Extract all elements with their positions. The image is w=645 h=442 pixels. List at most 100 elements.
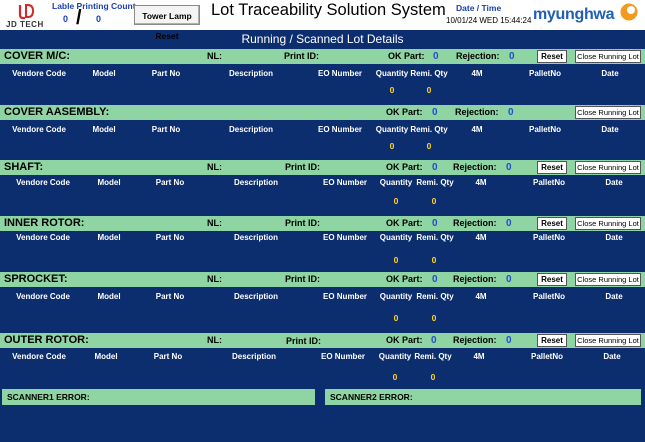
col-model: Model [97, 292, 121, 301]
col-4m: 4M [475, 233, 487, 242]
quantity-value: 0 [393, 313, 399, 323]
section-bar-inner-rotor: INNER ROTOR: NL: Print ID: OK Part: 0 Re… [0, 216, 645, 231]
close-running-lot-button[interactable]: Close Running Lot [575, 161, 641, 174]
ok-part-value: 0 [431, 335, 437, 346]
quantity-value: 0 [392, 372, 398, 382]
close-running-lot-button[interactable]: Close Running Lot [575, 106, 641, 119]
close-running-lot-button[interactable]: Close Running Lot [575, 273, 641, 286]
ok-part-value: 0 [432, 274, 438, 285]
col-description: Description [233, 178, 279, 187]
scanner2-error-label: SCANNER2 ERROR: [330, 392, 413, 402]
col-eo-number: EO Number [322, 233, 368, 242]
col-quantity: Quantity [379, 233, 413, 242]
myunghwa-logo-icon [620, 3, 638, 21]
col-eo-number: EO Number [322, 292, 368, 301]
col-eo-number: EO Number [322, 178, 368, 187]
col-remi-qty: Remi. Qty [416, 178, 454, 187]
scanner1-error-bar: SCANNER1 ERROR: [2, 389, 315, 405]
col-part-no: Part No [153, 352, 183, 361]
col-quantity: Quantity [379, 178, 413, 187]
col-4m: 4M [471, 69, 483, 78]
reset-button[interactable]: Reset [537, 334, 567, 347]
header-bar: JD TECH Lable Printing Count 0 / 0 Tower… [0, 0, 645, 41]
print-id-label: Print ID: [285, 274, 320, 284]
reset-button[interactable]: Reset [537, 217, 567, 230]
jd-tech-logo: JD TECH [4, 2, 44, 29]
col-4m: 4M [475, 292, 487, 301]
col-vendore-code: Vendore Code [16, 233, 70, 242]
reset-button[interactable]: Reset [537, 273, 567, 286]
col-vendore-code: Vendore Code [12, 125, 66, 134]
col-remi-qty: Remi. Qty [416, 233, 454, 242]
col-vendore-code: Vendore Code [12, 352, 66, 361]
remi-qty-value: 0 [430, 372, 436, 382]
section-title: INNER ROTOR: [4, 217, 85, 229]
section-title: COVER M/C: [4, 50, 70, 62]
col-pallet-no: PalletNo [530, 352, 564, 361]
col-remi-qty: Remi. Qty [410, 125, 448, 134]
col-remi-qty: Remi. Qty [410, 69, 448, 78]
col-quantity: Quantity [375, 69, 409, 78]
print-id-label: Print ID: [285, 162, 320, 172]
quantity-value: 0 [389, 85, 395, 95]
nl-label: NL: [207, 218, 222, 228]
col-date: Date [605, 233, 623, 242]
remi-qty-value: 0 [431, 255, 437, 265]
col-date: Date [605, 292, 623, 301]
ok-part-label: OK Part: [386, 335, 423, 345]
print-id-label: Print ID: [285, 218, 320, 228]
ok-part-label: OK Part: [386, 107, 423, 117]
rejection-label: Rejection: [453, 335, 497, 345]
col-part-no: Part No [151, 69, 181, 78]
close-running-lot-button[interactable]: Close Running Lot [575, 50, 641, 63]
col-part-no: Part No [151, 125, 181, 134]
section-title: SHAFT: [4, 161, 44, 173]
reset-button[interactable]: Reset [537, 161, 567, 174]
close-running-lot-button[interactable]: Close Running Lot [575, 334, 641, 347]
rejection-value: 0 [508, 107, 514, 118]
quantity-value: 0 [389, 141, 395, 151]
col-date: Date [601, 69, 619, 78]
rejection-label: Rejection: [455, 107, 499, 117]
ok-part-label: OK Part: [386, 162, 423, 172]
section-subtitle: Running / Scanned Lot Details [241, 32, 404, 46]
col-model: Model [92, 125, 116, 134]
rejection-value: 0 [506, 335, 512, 346]
section-bar-sprocket: SPROCKET: NL: Print ID: OK Part: 0 Rejec… [0, 272, 645, 287]
col-description: Description [231, 352, 277, 361]
remi-qty-value: 0 [431, 196, 437, 206]
col-4m: 4M [471, 125, 483, 134]
scanner2-error-bar: SCANNER2 ERROR: [325, 389, 641, 405]
ok-part-value: 0 [432, 107, 438, 118]
section-title: SPROCKET: [4, 273, 68, 285]
col-4m: 4M [473, 352, 485, 361]
remi-qty-value: 0 [431, 313, 437, 323]
col-pallet-no: PalletNo [528, 69, 562, 78]
tower-lamp-reset-button[interactable]: Tower Lamp Reset [134, 5, 200, 41]
scanner1-error-label: SCANNER1 ERROR: [7, 392, 90, 402]
col-pallet-no: PalletNo [532, 233, 566, 242]
col-date: Date [605, 178, 623, 187]
col-pallet-no: PalletNo [532, 178, 566, 187]
rejection-label: Rejection: [456, 51, 500, 61]
page-title: Lot Traceability Solution System [211, 1, 446, 19]
section-bar-outer-rotor: OUTER ROTOR: NL: Print ID: OK Part: 0 Re… [0, 333, 645, 348]
close-running-lot-button[interactable]: Close Running Lot [575, 217, 641, 230]
rejection-value: 0 [506, 162, 512, 173]
col-vendore-code: Vendore Code [12, 69, 66, 78]
section-bar-shaft: SHAFT: NL: Print ID: OK Part: 0 Rejectio… [0, 160, 645, 175]
section-title: COVER AASEMBLY: [4, 106, 110, 118]
rejection-value: 0 [506, 274, 512, 285]
reset-button[interactable]: Reset [537, 50, 567, 63]
nl-label: NL: [207, 274, 222, 284]
ok-part-value: 0 [433, 51, 439, 62]
col-description: Description [228, 125, 274, 134]
rejection-label: Rejection: [453, 218, 497, 228]
col-4m: 4M [475, 178, 487, 187]
col-eo-number: EO Number [317, 125, 363, 134]
ok-part-label: OK Part: [386, 218, 423, 228]
print-id-label: Print ID: [286, 336, 321, 346]
col-model: Model [94, 352, 118, 361]
col-model: Model [97, 178, 121, 187]
nl-label: NL: [207, 335, 222, 345]
